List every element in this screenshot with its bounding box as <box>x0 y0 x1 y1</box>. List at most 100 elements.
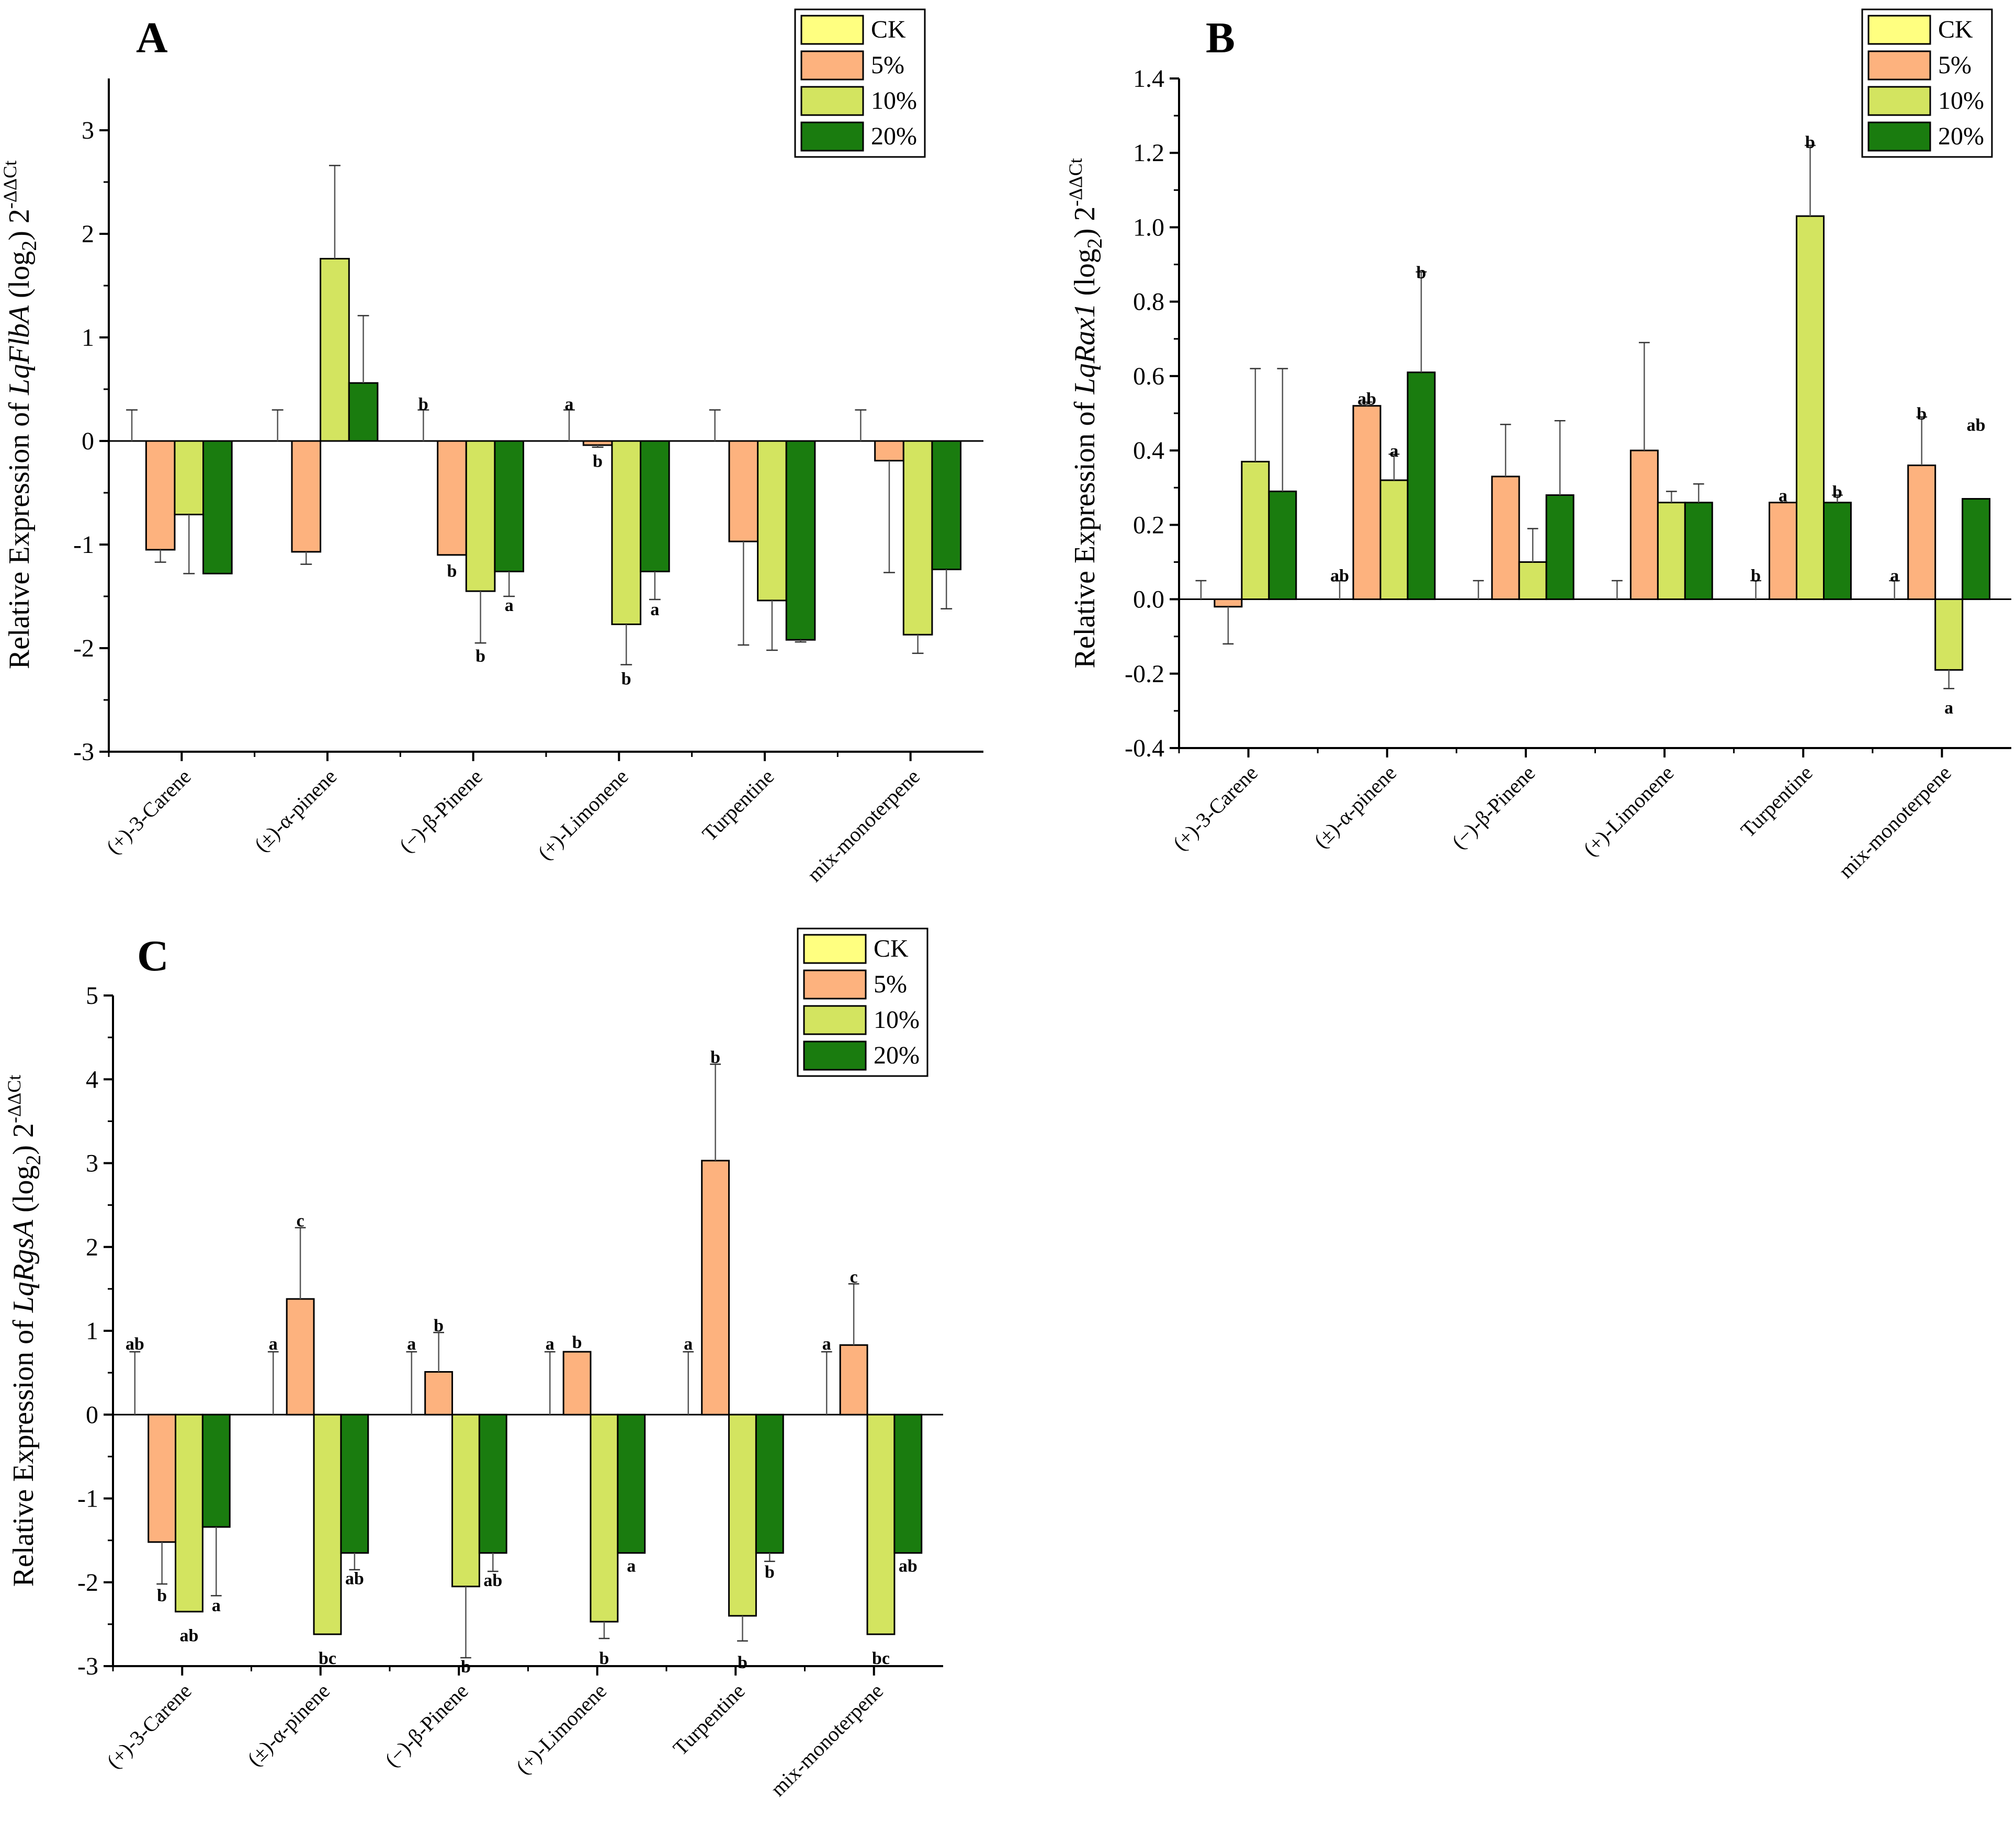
bar <box>1907 465 1936 601</box>
legend-swatch <box>803 934 867 964</box>
legend-swatch <box>800 86 864 116</box>
bar <box>1822 502 1852 601</box>
y-axis-label: Relative Expression of LqFlbA (log2) 2-Δ… <box>0 161 41 669</box>
significance-label: ab <box>899 1557 918 1576</box>
bar <box>1657 502 1686 601</box>
y-axis-label-log-close: ) 2 <box>3 209 36 241</box>
legend-label: 20% <box>874 1042 920 1069</box>
panel-letter: C <box>137 932 169 980</box>
bar <box>1545 494 1575 601</box>
significance-label: a <box>407 1334 416 1354</box>
y-tick-label: 0 <box>86 1401 98 1429</box>
bar <box>1214 598 1243 608</box>
legend-label: 5% <box>874 970 907 998</box>
y-tick-label: 3 <box>86 1150 98 1178</box>
y-tick-label: 5 <box>86 982 98 1010</box>
legend-label: CK <box>874 935 909 963</box>
legend-swatch <box>803 1040 867 1071</box>
significance-label: ab <box>483 1571 502 1590</box>
bar <box>320 258 350 442</box>
legend-label: 10% <box>874 1006 920 1034</box>
legend-swatch <box>1867 15 1931 45</box>
significance-label: a <box>269 1334 278 1354</box>
legend-label: 20% <box>1938 122 1984 150</box>
bar <box>902 440 933 636</box>
y-axis-label-gene: LqRgsA <box>7 1219 40 1313</box>
significance-label: b <box>434 1316 444 1336</box>
y-axis-label-exponent: -ΔΔCt <box>1065 158 1086 206</box>
legend-swatch <box>803 1005 867 1035</box>
bar <box>145 440 176 551</box>
bar <box>562 1351 592 1416</box>
y-tick-label: 0.8 <box>1133 288 1164 316</box>
y-tick-label: -2 <box>73 635 94 662</box>
significance-label: ab <box>1330 566 1349 585</box>
bar <box>451 1413 480 1588</box>
bar <box>728 440 759 542</box>
significance-label: bc <box>872 1649 890 1668</box>
significance-label: b <box>1832 482 1842 502</box>
bar <box>202 440 233 574</box>
bar <box>291 440 322 553</box>
y-tick-label: 1.0 <box>1133 213 1164 241</box>
y-tick-label: 2 <box>82 220 94 248</box>
y-tick-label: 0 <box>82 427 94 455</box>
legend-swatch <box>1867 121 1931 152</box>
legend-swatch <box>800 15 864 45</box>
bar <box>755 1413 784 1554</box>
significance-label: b <box>572 1333 582 1352</box>
significance-label: b <box>710 1048 720 1067</box>
bar <box>1769 502 1798 601</box>
significance-label: a <box>1944 698 1953 718</box>
bar <box>201 1413 231 1528</box>
y-axis-label-prefix: Relative Expression of <box>3 395 36 669</box>
bar <box>340 1413 369 1554</box>
significance-label: b <box>593 452 603 471</box>
bar <box>1379 479 1409 601</box>
significance-label: b <box>1751 566 1761 585</box>
y-tick-label: 1.2 <box>1133 139 1164 167</box>
bar <box>424 1371 454 1416</box>
bar <box>1934 598 1964 671</box>
significance-label: b <box>1917 404 1927 424</box>
bar <box>866 1413 896 1635</box>
significance-label: b <box>621 669 631 688</box>
bar <box>1407 371 1436 601</box>
significance-label: a <box>546 1334 554 1354</box>
significance-label: ab <box>1967 415 1986 435</box>
bar <box>701 1160 730 1416</box>
bar <box>874 440 904 462</box>
significance-label: a <box>822 1334 831 1354</box>
significance-label: b <box>765 1563 775 1582</box>
significance-label: a <box>684 1334 693 1354</box>
significance-label: b <box>461 1657 471 1677</box>
y-tick-label: -0.4 <box>1125 734 1164 762</box>
significance-label: c <box>850 1268 858 1287</box>
legend-swatch <box>800 50 864 81</box>
significance-label: bc <box>319 1649 336 1668</box>
bar <box>348 382 379 442</box>
y-tick-label: 0.4 <box>1133 437 1164 465</box>
y-axis-label-gene: LqFlbA <box>3 305 36 395</box>
significance-label: c <box>297 1211 304 1230</box>
y-axis-label-log-sub: 2 <box>21 1155 45 1165</box>
significance-label: b <box>157 1586 167 1605</box>
y-tick-label: -2 <box>77 1569 98 1597</box>
y-tick-label: 1 <box>86 1317 98 1345</box>
y-tick-label: 1.4 <box>1133 65 1164 93</box>
y-axis-label: Relative Expression of LqRax1 (log2) 2-Δ… <box>1065 158 1106 669</box>
bar <box>893 1413 923 1554</box>
bar <box>728 1413 757 1617</box>
bar <box>1629 449 1659 601</box>
y-tick-label: -3 <box>77 1653 98 1680</box>
legend-label: 5% <box>1938 51 1972 79</box>
bar <box>494 440 525 572</box>
significance-label: b <box>599 1649 609 1668</box>
y-axis-label: Relative Expression of LqRgsA (log2) 2-Δ… <box>4 1075 45 1587</box>
bar <box>1684 502 1713 601</box>
significance-label: ab <box>126 1334 144 1354</box>
panel-letter: B <box>1206 14 1235 62</box>
legend-label: 10% <box>871 87 917 115</box>
y-axis-label-prefix: Relative Expression of <box>7 1312 40 1587</box>
bar <box>839 1344 868 1416</box>
